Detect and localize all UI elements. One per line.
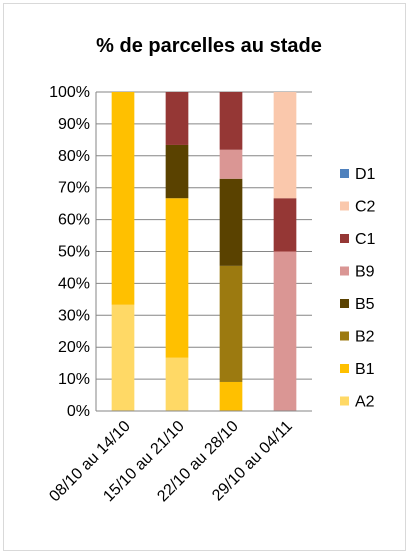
y-tick-label: 60%	[58, 212, 90, 229]
y-tick-label: 20%	[58, 339, 90, 356]
y-tick-label: 90%	[58, 116, 90, 133]
bar-segment-b1	[165, 198, 189, 358]
legend-label-d1: D1	[355, 166, 376, 183]
bar-segment-b9	[273, 251, 297, 411]
bar-segment-c2	[273, 92, 297, 199]
y-tick-label: 80%	[58, 148, 90, 165]
bar-segment-c1	[219, 92, 243, 150]
chart-title: % de parcelles au stade	[96, 35, 322, 57]
bar-segment-b9	[219, 149, 243, 179]
legend-swatch-c2	[340, 201, 349, 211]
legend-swatch-b5	[340, 299, 349, 308]
legend-label-b9: B9	[355, 264, 375, 281]
legend-swatch-b1	[340, 364, 349, 373]
legend-label-b2: B2	[355, 329, 375, 346]
legend-swatch-b2	[340, 331, 349, 341]
legend-swatch-d1	[340, 169, 349, 178]
legend-swatch-c1	[340, 234, 349, 243]
y-tick-label: 40%	[58, 275, 90, 292]
y-tick-label: 0%	[67, 403, 90, 420]
bar-segment-c1	[273, 198, 297, 252]
bar-segment-b1	[111, 92, 135, 305]
y-axis-ticks: 0% 10% 20% 30% 40% 50% 60% 70% 80% 90% 100%	[49, 84, 90, 420]
legend: D1 C2 C1 B9 B5 B2 B1 A2	[340, 166, 376, 411]
bar-segment-b5	[219, 178, 243, 266]
legend-label-c1: C1	[355, 231, 376, 248]
legend-swatch-a2	[340, 396, 349, 406]
bars	[111, 92, 297, 411]
bar-segment-c1	[165, 92, 189, 145]
legend-label-b5: B5	[355, 296, 375, 313]
legend-label-c2: C2	[355, 199, 376, 216]
bar-segment-b2	[219, 265, 243, 382]
legend-label-a2: A2	[355, 394, 375, 411]
bar-segment-b5	[165, 144, 189, 199]
legend-swatch-b9	[340, 266, 349, 276]
legend-label-b1: B1	[355, 361, 375, 378]
bar-segment-a2	[111, 304, 135, 411]
y-tick-label: 70%	[58, 180, 90, 197]
y-tick-label: 100%	[49, 84, 90, 101]
chart-frame	[3, 3, 406, 551]
bar-segment-b1	[219, 381, 243, 411]
y-tick-label: 30%	[58, 307, 90, 324]
y-tick-label: 10%	[58, 371, 90, 388]
y-tick-label: 50%	[58, 244, 90, 261]
bar-segment-a2	[165, 357, 189, 411]
